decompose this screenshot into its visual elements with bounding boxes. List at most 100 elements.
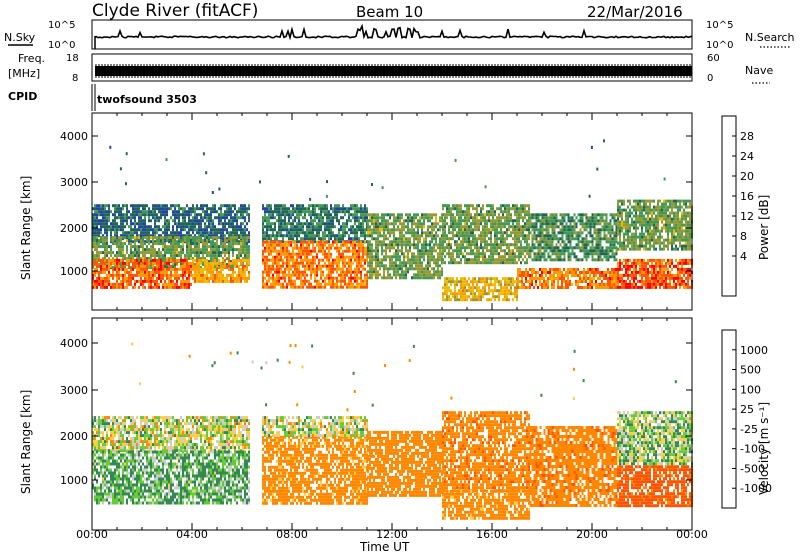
heatmap-cell-0-8: [504, 289, 506, 293]
heatmap-cell-0-8: [454, 292, 456, 296]
heatmap-cell-0-6: [437, 258, 439, 262]
heatmap-cell-0-4: [268, 237, 270, 241]
heatmap-cell-0-0: [110, 210, 112, 214]
heatmap-cell-0-3: [240, 270, 242, 274]
heatmap-cell-0-6: [437, 252, 439, 256]
heatmap-cell-0-4: [354, 222, 356, 226]
heatmap-cell-0-0: [166, 204, 168, 208]
heatmap-cell-0-7: [490, 207, 492, 211]
heatmap-cell-0-4: [360, 234, 362, 238]
heatmap-cell-0-9: [563, 286, 565, 289]
heatmap-cell-0-4: [354, 207, 356, 211]
heatmap-cell-0-5: [274, 267, 276, 271]
heatmap-cell-0-2: [162, 273, 164, 277]
heatmap-cell-0-0: [206, 204, 208, 208]
heatmap-cell-0-6: [399, 219, 401, 223]
heatmap-cell-0-0: [186, 210, 188, 214]
heatmap-cell-0-0: [164, 225, 166, 229]
heatmap-cell-0-7: [498, 258, 500, 262]
heatmap-cell-0-5: [278, 252, 280, 256]
heatmap-cell-0-4: [282, 237, 284, 241]
heatmap-cell-0-2: [186, 279, 188, 283]
heatmap-cell-0-0: [94, 225, 96, 229]
heatmap-cell-0-7: [516, 219, 518, 223]
heatmap-cell-0-6: [403, 258, 405, 262]
heatmap-cell-0-9: [543, 283, 545, 286]
heatmap-cell-0-1: [102, 245, 104, 249]
heatmap-cell-0-0: [240, 234, 242, 238]
heatmap-cell-0-1: [174, 251, 176, 255]
heatmap-cell-0-2: [176, 276, 178, 280]
heatmap-cell-0-1: [186, 248, 188, 252]
heatmap-cell-0-6: [399, 273, 401, 277]
heatmap-cell-0-5: [278, 243, 280, 247]
heatmap-cell-0-7: [444, 225, 446, 229]
heatmap-cell-0-0: [142, 231, 144, 235]
heatmap-cell-0-0: [166, 225, 168, 229]
heatmap-cell-0-1: [216, 257, 218, 261]
heatmap-cell-0-1: [222, 251, 224, 255]
heatmap-cell-0-2: [132, 276, 134, 280]
heatmap-cell-0-3: [210, 261, 212, 265]
heatmap-cell-0-7: [490, 231, 492, 235]
heatmap-cell-0-0: [106, 234, 108, 238]
heatmap-cell-0-7: [454, 204, 456, 208]
heatmap-cell-0-5: [302, 252, 304, 256]
heatmap-cell-0-5: [340, 273, 342, 277]
heatmap-cell-0-6: [375, 264, 377, 268]
heatmap-cell-0-7: [508, 207, 510, 211]
heatmap-cell-0-6: [431, 273, 433, 277]
heatmap-cell-0-5: [328, 276, 330, 280]
heatmap-cell-0-0: [202, 231, 204, 235]
heatmap-cell-0-9: [549, 274, 551, 277]
heatmap-cell-0-5: [276, 240, 278, 244]
heatmap-cell-0-7: [468, 213, 470, 217]
heatmap-cell-0-7: [466, 237, 468, 241]
heatmap-cell-0-0: [176, 231, 178, 235]
heatmap-cell-0-0: [96, 225, 98, 229]
heatmap-cell-0-5: [354, 258, 356, 262]
heatmap-cell-0-7: [520, 252, 522, 256]
heatmap-cell-0-0: [242, 216, 244, 220]
heatmap-cell-0-8: [510, 292, 512, 296]
heatmap-cell-0-6: [413, 237, 415, 241]
heatmap-cell-0-4: [270, 213, 272, 217]
heatmap-cell-0-5: [360, 246, 362, 250]
heatmap-cell-0-6: [375, 219, 377, 223]
heatmap-cell-0-5: [304, 255, 306, 259]
heatmap-cell-0-0: [248, 219, 250, 223]
heatmap-cell-0-4: [344, 228, 346, 232]
heatmap-cell-0-1: [160, 239, 162, 243]
heatmap-cell-0-4: [278, 213, 280, 217]
heatmap-cell-0-7: [460, 207, 462, 211]
heatmap-cell-0-5: [294, 270, 296, 274]
heatmap-cell-0-1: [128, 236, 130, 240]
heatmap-cell-0-7: [526, 252, 528, 256]
heatmap-cell-0-1: [208, 245, 210, 249]
heatmap-cell-0-5: [310, 252, 312, 256]
heatmap-cell-0-7: [504, 222, 506, 226]
heatmap-cell-0-4: [348, 234, 350, 238]
heatmap-cell-0-5: [320, 258, 322, 262]
heatmap-cell-0-4: [334, 207, 336, 211]
heatmap-cell-0-1: [234, 239, 236, 243]
heatmap-cell-0-0: [92, 207, 94, 211]
heatmap-cell-0-7: [470, 249, 472, 253]
heatmap-cell-0-4: [288, 210, 290, 214]
heatmap-cell-0-0: [218, 231, 220, 235]
heatmap-cell-0-2: [140, 267, 142, 271]
heatmap-cell-0-5: [324, 264, 326, 268]
heatmap-cell-0-0: [168, 234, 170, 238]
heatmap-cell-0-6: [371, 216, 373, 220]
heatmap-cell-0-5: [310, 258, 312, 262]
heatmap-cell-0-2: [128, 270, 130, 274]
heatmap-cell-0-7: [496, 261, 498, 265]
heatmap-cell-0-5: [340, 258, 342, 262]
heatmap-cell-0-7: [482, 246, 484, 250]
heatmap-cell-0-1: [130, 236, 132, 240]
heatmap-cell-0-6: [395, 249, 397, 253]
heatmap-cell-0-6: [429, 234, 431, 238]
heatmap-cell-0-1: [104, 236, 106, 240]
heatmap-cell-0-5: [326, 252, 328, 256]
heatmap-cell-0-5: [276, 270, 278, 274]
